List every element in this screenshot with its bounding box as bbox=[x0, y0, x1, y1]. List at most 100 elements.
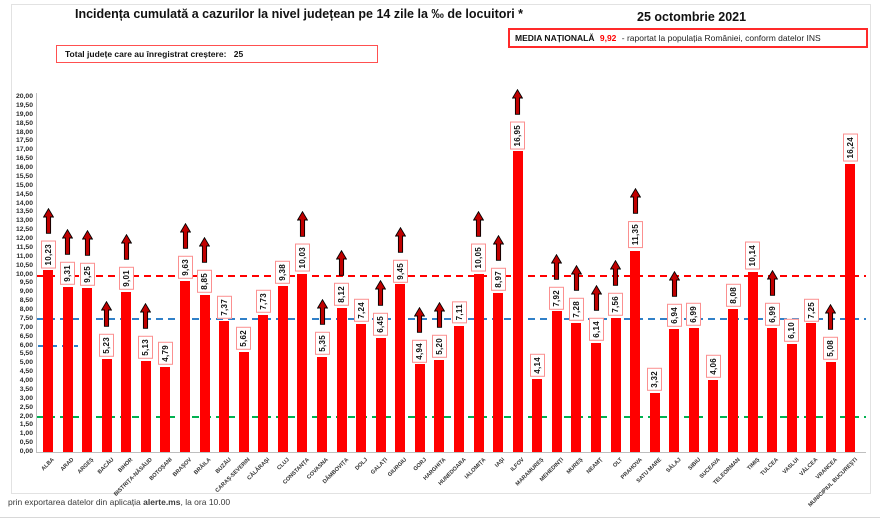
bar-annotation: 4,79 bbox=[157, 342, 173, 365]
increase-total-label: Total județe care au înregistrat creșter… bbox=[65, 49, 227, 59]
national-average-value: 9,92 bbox=[599, 33, 617, 43]
y-tick-label: 17,00 bbox=[15, 146, 33, 154]
bar-annotation: 5,23 bbox=[99, 301, 115, 358]
bar-annotation: 8,97 bbox=[490, 234, 506, 291]
increase-arrow-icon bbox=[198, 236, 211, 268]
bar-annotation: 8,08 bbox=[725, 283, 741, 307]
bar-annotation: 5,13 bbox=[138, 302, 154, 359]
y-axis-line bbox=[36, 93, 37, 452]
bar-annotation: 7,25 bbox=[803, 298, 819, 322]
bar-annotation: 8,85 bbox=[197, 236, 213, 293]
bar-annotation: 16,24 bbox=[842, 134, 858, 162]
y-tick-label: 4,00 bbox=[19, 377, 33, 384]
bar-annotation: 16,95 bbox=[510, 88, 526, 150]
bar-value-label: 10,14 bbox=[745, 242, 760, 270]
bar-annotation: 5,20 bbox=[431, 301, 447, 358]
bar-value-label: 7,92 bbox=[549, 286, 565, 310]
bar-d-mbovi-a bbox=[336, 307, 347, 452]
bar-cluj bbox=[277, 285, 288, 452]
bar-ilfov bbox=[512, 151, 523, 452]
bar-annotation: 10,14 bbox=[745, 242, 760, 270]
y-tick-label: 3,00 bbox=[19, 394, 33, 402]
source-note-prefix: prin exportarea datelor din aplicația bbox=[8, 497, 144, 507]
bar-annotation: 7,92 bbox=[549, 253, 565, 310]
bar-value-label: 7,37 bbox=[216, 296, 232, 320]
x-category-label: BACĂU bbox=[96, 457, 115, 476]
bar-annotation: 4,06 bbox=[705, 355, 721, 378]
bar-bistri-a-n-s-ud bbox=[140, 360, 151, 452]
bar-value-label: 9,31 bbox=[60, 261, 76, 285]
slide-bottom-border bbox=[0, 517, 880, 518]
bar-value-label: 6,94 bbox=[666, 304, 682, 327]
increase-arrow-icon bbox=[394, 226, 406, 258]
bar-constan-a bbox=[297, 274, 308, 452]
bar-value-label: 5,20 bbox=[431, 334, 447, 358]
bar-arge- bbox=[82, 287, 93, 452]
bar-value-label: 6,99 bbox=[764, 303, 780, 326]
bar-mure- bbox=[571, 322, 582, 452]
bar-br-ila bbox=[199, 294, 210, 452]
bar-olt bbox=[610, 317, 621, 452]
y-tick-label: 12,50 bbox=[15, 226, 33, 234]
increase-arrow-icon bbox=[766, 269, 778, 301]
x-category-label: BUZĂU bbox=[214, 457, 233, 476]
media-nationala-line bbox=[36, 274, 866, 277]
bar-annotation: 9,25 bbox=[79, 229, 95, 286]
bar-value-label: 10,23 bbox=[40, 240, 56, 269]
y-tick-label: 11,00 bbox=[16, 252, 33, 260]
bar-vaslui bbox=[786, 343, 797, 452]
threshold-green-line bbox=[36, 415, 866, 418]
bar-harghita bbox=[434, 359, 445, 452]
bar-annotation: 6,99 bbox=[686, 303, 702, 326]
y-tick-label: 7,00 bbox=[19, 323, 33, 331]
bar-annotation: 5,08 bbox=[823, 303, 839, 360]
increase-arrow-icon bbox=[668, 270, 680, 302]
bar-dolj bbox=[356, 323, 367, 452]
increase-total-box: Total județe care au înregistrat creșter… bbox=[56, 45, 378, 63]
bar-ialomi-a bbox=[473, 273, 484, 452]
x-category-label: ILFOV bbox=[510, 457, 526, 473]
y-tick-label: 13,00 bbox=[15, 217, 33, 225]
y-tick-label: 14,50 bbox=[15, 190, 33, 198]
x-category-label: MUREȘ bbox=[566, 457, 585, 476]
x-category-label: BRĂILA bbox=[193, 457, 213, 477]
bar-value-label: 5,08 bbox=[823, 337, 839, 360]
x-category-label: ARGEȘ bbox=[77, 457, 96, 476]
bar-value-label: 8,12 bbox=[334, 283, 350, 306]
bar-neam- bbox=[591, 343, 601, 452]
bar-gorj bbox=[414, 364, 425, 452]
bar-value-label: 8,08 bbox=[725, 283, 741, 307]
y-tick-label: 16,00 bbox=[15, 164, 33, 171]
increase-arrow-icon bbox=[590, 285, 602, 316]
bar-value-label: 7,25 bbox=[803, 298, 819, 322]
bar-alba bbox=[43, 270, 53, 452]
bar-annotation: 9,45 bbox=[392, 226, 408, 283]
bar-annotation: 9,31 bbox=[60, 228, 76, 285]
increase-arrow-icon bbox=[140, 302, 152, 334]
bar-annotation: 7,28 bbox=[568, 264, 584, 321]
bar-value-label: 16,24 bbox=[842, 134, 858, 162]
y-tick-label: 8,50 bbox=[19, 297, 33, 305]
y-tick-label: 15,00 bbox=[15, 181, 33, 189]
bar-annotation: 7,11 bbox=[451, 301, 467, 324]
source-note-app: alerte.ms bbox=[143, 497, 181, 507]
bar-annotation: 6,45 bbox=[373, 279, 389, 336]
y-tick-label: 3,50 bbox=[19, 385, 33, 393]
bar-maramure- bbox=[532, 378, 543, 452]
bar-annotation: 5,62 bbox=[236, 327, 252, 351]
increase-arrow-icon bbox=[492, 234, 504, 266]
source-note: prin exportarea datelor din aplicația al… bbox=[8, 497, 230, 507]
y-tick-label: 16,50 bbox=[15, 155, 33, 163]
y-tick-label: 19,50 bbox=[15, 101, 33, 109]
y-tick-label: 12,00 bbox=[15, 235, 33, 242]
y-tick-label: 8,00 bbox=[19, 306, 33, 313]
bar-value-label: 7,56 bbox=[608, 293, 624, 316]
bar-value-label: 6,10 bbox=[784, 318, 800, 342]
bar-teleorman bbox=[728, 308, 738, 452]
bar-value-label: 4,06 bbox=[705, 355, 721, 378]
bar-value-label: 9,25 bbox=[79, 263, 95, 286]
bar-timi- bbox=[747, 272, 758, 452]
increase-arrow-icon bbox=[629, 188, 641, 219]
report-date: 25 octombrie 2021 bbox=[637, 10, 747, 24]
